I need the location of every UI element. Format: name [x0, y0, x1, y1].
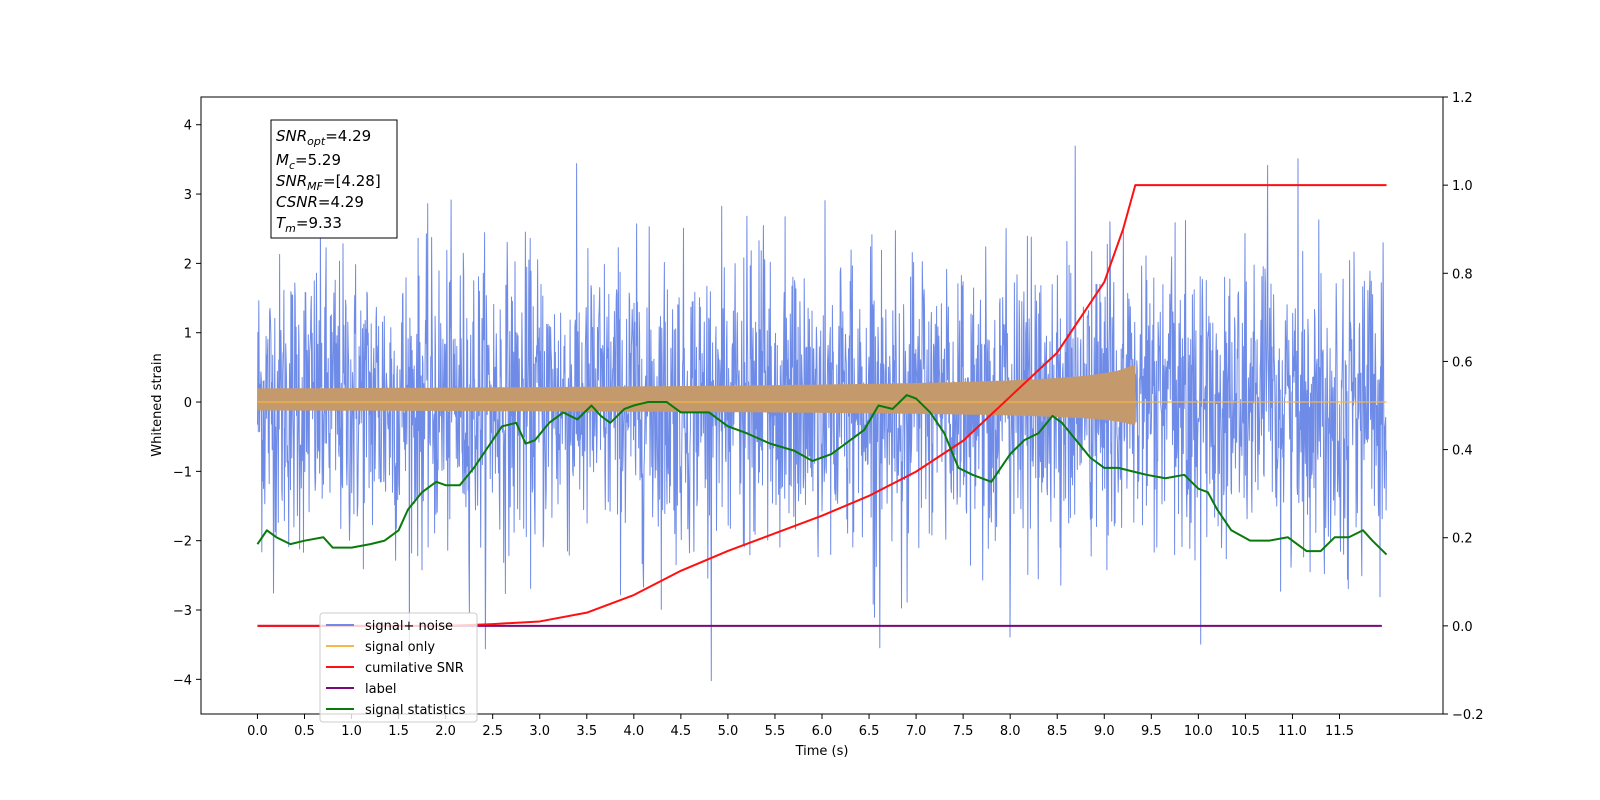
info-csnr: CSNR=4.29 — [276, 193, 364, 211]
x-tick-label: 0.5 — [294, 724, 315, 739]
y2-tick-label: 0.8 — [1452, 267, 1473, 282]
y2-tick-label: 1.2 — [1452, 91, 1473, 106]
info-box-frame — [270, 119, 398, 239]
info-tm-sub: m — [285, 222, 296, 235]
y2-axis: 1.2 1.0 0.8 0.6 0.4 0.2 0.0 −0.2 — [1443, 91, 1484, 723]
x-tick-label: 10.5 — [1231, 724, 1260, 739]
info-snr-mf: SNRMF=[4.28] — [276, 172, 381, 193]
y2-tick-label: 1.0 — [1452, 179, 1473, 194]
y2-tick-label: 0.0 — [1452, 620, 1473, 635]
info-snr-opt: SNRopt=4.29 — [276, 127, 371, 148]
info-csnr-base: CSNR — [276, 193, 318, 211]
signal-series — [257, 365, 1387, 425]
x-tick-label: 5.0 — [718, 724, 739, 739]
x-tick-label: 11.0 — [1278, 724, 1307, 739]
y-tick-label: −2 — [173, 535, 192, 550]
x-axis: 0.0 0.5 1.0 1.5 2.0 2.5 3.0 3.5 4.0 4.5 5.0 5.5 6.0 6… — [247, 714, 1354, 739]
noise-series — [257, 145, 1387, 682]
x-tick-label: 1.0 — [341, 724, 362, 739]
x-tick-label: 8.0 — [1000, 724, 1021, 739]
x-tick-label: 11.5 — [1325, 724, 1354, 739]
y2-tick-label: −0.2 — [1452, 708, 1484, 723]
x-tick-label: 7.5 — [953, 724, 974, 739]
info-mc-base: M — [276, 151, 289, 169]
info-mc-sub: c — [289, 159, 295, 172]
info-mc: Mc=5.29 — [276, 151, 341, 172]
noise-line — [257, 145, 1387, 682]
x-tick-label: 2.5 — [482, 724, 503, 739]
x-tick-label: 0.0 — [247, 724, 268, 739]
info-tm: Tm=9.33 — [276, 214, 342, 235]
cumulative-snr-line — [257, 184, 1387, 627]
x-tick-label: 6.0 — [812, 724, 833, 739]
y-tick-label: 4 — [184, 119, 192, 134]
signal-envelope — [257, 365, 1136, 425]
x-tick-label: 4.5 — [671, 724, 692, 739]
y-axis: 4 3 2 1 0 −1 −2 −3 −4 — [173, 119, 201, 688]
y-tick-label: −3 — [173, 604, 192, 619]
x-tick-label: 5.5 — [765, 724, 786, 739]
info-tm-value: =9.33 — [296, 214, 342, 232]
y-tick-label: −4 — [173, 673, 192, 688]
info-box: SNRopt=4.29 Mc=5.29 SNRMF=[4.28] CSNR=4.… — [270, 119, 398, 239]
x-tick-label: 8.5 — [1047, 724, 1068, 739]
info-snr-mf-sub: MF — [307, 180, 323, 193]
signal-statistics-line — [256, 394, 1388, 556]
y2-tick-label: 0.4 — [1452, 444, 1473, 459]
y2-tick-label: 0.2 — [1452, 532, 1473, 547]
y-tick-label: 1 — [184, 327, 192, 342]
y-axis-label: Whitened strain — [150, 353, 165, 456]
info-snr-mf-base: SNR — [276, 172, 307, 190]
x-tick-label: 1.5 — [388, 724, 409, 739]
info-tm-base: T — [276, 214, 287, 232]
x-tick-label: 9.0 — [1094, 724, 1115, 739]
legend-signal-label: signal only — [365, 640, 435, 655]
legend-noise-label: signal+ noise — [365, 619, 453, 634]
x-tick-label: 10.0 — [1184, 724, 1213, 739]
cumulative-snr-series — [257, 184, 1387, 627]
x-tick-label: 6.5 — [859, 724, 880, 739]
x-tick-label: 4.0 — [623, 724, 644, 739]
legend-frame — [319, 612, 478, 723]
legend-statistics-label: signal statistics — [365, 703, 466, 718]
info-snr-mf-value: =[4.28] — [323, 172, 381, 190]
info-mc-value: =5.29 — [295, 151, 341, 169]
signal-statistics-series — [256, 394, 1388, 556]
x-tick-label: 7.0 — [906, 724, 927, 739]
y-tick-label: 0 — [184, 396, 192, 411]
info-snr-opt-sub: opt — [307, 135, 326, 148]
x-tick-label: 3.0 — [529, 724, 550, 739]
y2-tick-label: 0.6 — [1452, 355, 1473, 370]
info-snr-opt-base: SNR — [276, 127, 307, 145]
y-tick-label: 3 — [184, 188, 192, 203]
y-tick-label: −1 — [173, 465, 192, 480]
legend-cumulative-label: cumilative SNR — [365, 661, 464, 676]
info-csnr-value: =4.29 — [318, 193, 364, 211]
info-snr-opt-value: =4.29 — [325, 127, 371, 145]
legend: signal+ noise signal only cumilative SNR… — [319, 612, 478, 723]
y-tick-label: 2 — [184, 257, 192, 272]
x-tick-label: 9.5 — [1141, 724, 1162, 739]
x-tick-label: 2.0 — [435, 724, 456, 739]
x-axis-label: Time (s) — [795, 744, 849, 759]
legend-label-label: label — [365, 682, 396, 697]
x-tick-label: 3.5 — [576, 724, 597, 739]
